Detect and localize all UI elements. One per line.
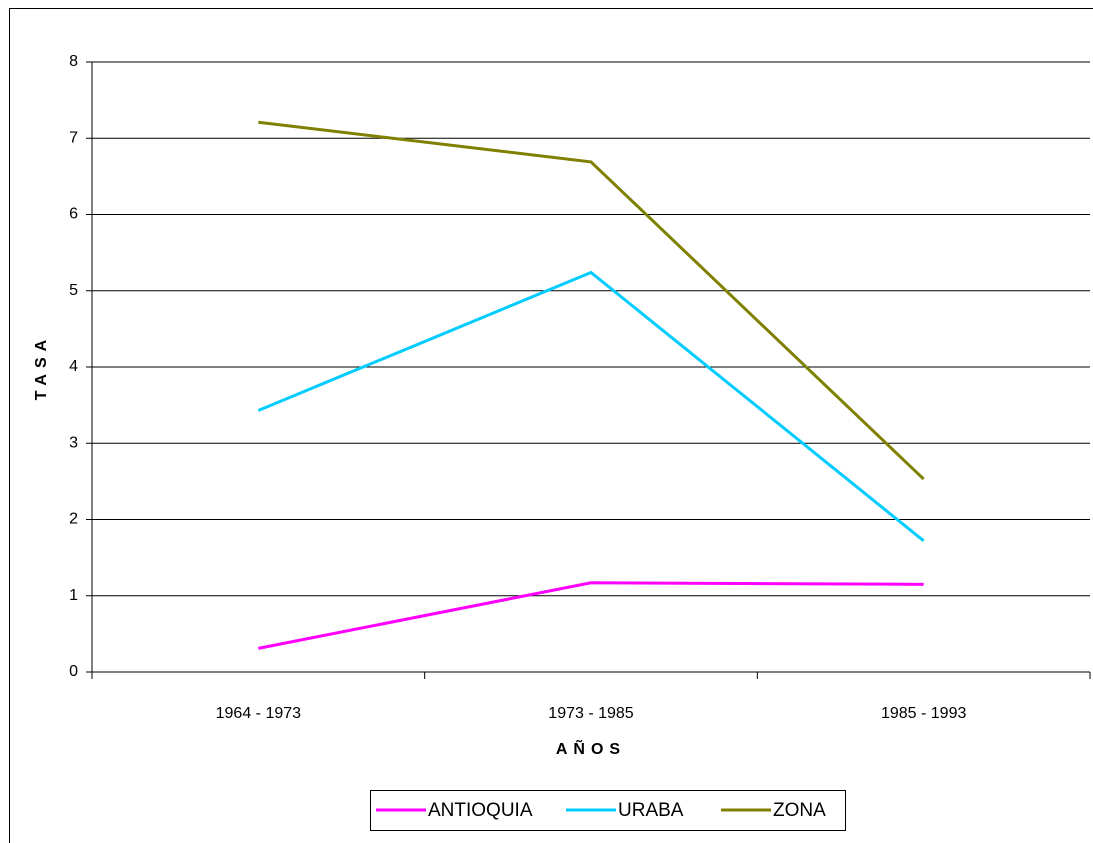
- y-tick-label: 8: [69, 53, 78, 70]
- y-tick-label: 7: [69, 129, 78, 146]
- y-axis-title: TASA: [33, 334, 50, 400]
- series-line: [257, 270, 925, 543]
- x-tick-label: 1985 - 1993: [881, 705, 967, 722]
- y-tick-label: 2: [69, 511, 78, 528]
- y-tick-label: 4: [69, 358, 78, 375]
- legend-label: ZONA: [773, 800, 826, 821]
- x-axis-title: AÑOS: [556, 738, 626, 758]
- series-line: [258, 120, 925, 481]
- legend-label: ANTIOQUIA: [428, 800, 533, 821]
- y-tick-label: 6: [69, 206, 78, 223]
- legend-label: URABA: [618, 800, 684, 821]
- y-tick-label: 1: [69, 587, 78, 604]
- x-tick-label: 1973 - 1985: [548, 705, 634, 722]
- y-tick-label: 0: [69, 663, 78, 680]
- x-tick-label: 1964 - 1973: [216, 705, 302, 722]
- chart-border: [9, 8, 1093, 843]
- y-tick-label: 3: [69, 434, 78, 451]
- y-tick-label: 5: [69, 282, 78, 299]
- series-line: [258, 581, 924, 650]
